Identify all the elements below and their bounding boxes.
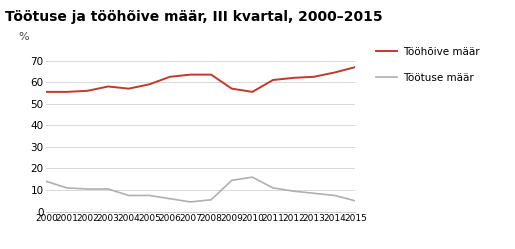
Töötuse määr — [167, 197, 173, 200]
Töötuse määr — [332, 194, 338, 197]
Töötuse määr — [229, 179, 235, 182]
Tööhõive määr — [187, 73, 194, 76]
Tööhõive määr — [208, 73, 214, 76]
Töötuse määr — [105, 187, 111, 190]
Tööhõive määr — [249, 90, 255, 93]
Tööhõive määr — [311, 75, 317, 78]
Töötuse määr — [146, 194, 152, 197]
Tööhõive määr — [270, 78, 276, 81]
Töötuse määr — [126, 194, 132, 197]
Tööhõive määr — [84, 89, 91, 92]
Tööhõive määr — [126, 87, 132, 90]
Tööhõive määr — [146, 83, 152, 86]
Töötuse määr — [249, 176, 255, 179]
Tööhõive määr — [64, 90, 70, 93]
Töötuse määr — [84, 187, 91, 190]
Töötuse määr — [208, 198, 214, 201]
Tööhõive määr — [229, 87, 235, 90]
Text: %: % — [18, 32, 29, 42]
Line: Tööhõive määr: Tööhõive määr — [46, 67, 355, 92]
Tööhõive määr — [43, 90, 49, 93]
Line: Töötuse määr: Töötuse määr — [46, 177, 355, 202]
Tööhõive määr — [105, 85, 111, 88]
Töötuse määr — [270, 187, 276, 189]
Töötuse määr — [64, 187, 70, 189]
Tööhõive määr — [290, 76, 297, 79]
Töötuse määr — [43, 180, 49, 183]
Töötuse määr — [352, 199, 358, 202]
Text: Töötuse ja tööhõive määr, III kvartal, 2000–2015: Töötuse ja tööhõive määr, III kvartal, 2… — [5, 10, 383, 24]
Tööhõive määr — [352, 65, 358, 68]
Tööhõive määr — [167, 75, 173, 78]
Töötuse määr — [187, 200, 194, 203]
Töötuse määr — [311, 192, 317, 195]
Töötuse määr — [290, 190, 297, 193]
Tööhõive määr — [332, 71, 338, 74]
Legend: Tööhõive määr, Töötuse määr: Tööhõive määr, Töötuse määr — [376, 47, 479, 82]
